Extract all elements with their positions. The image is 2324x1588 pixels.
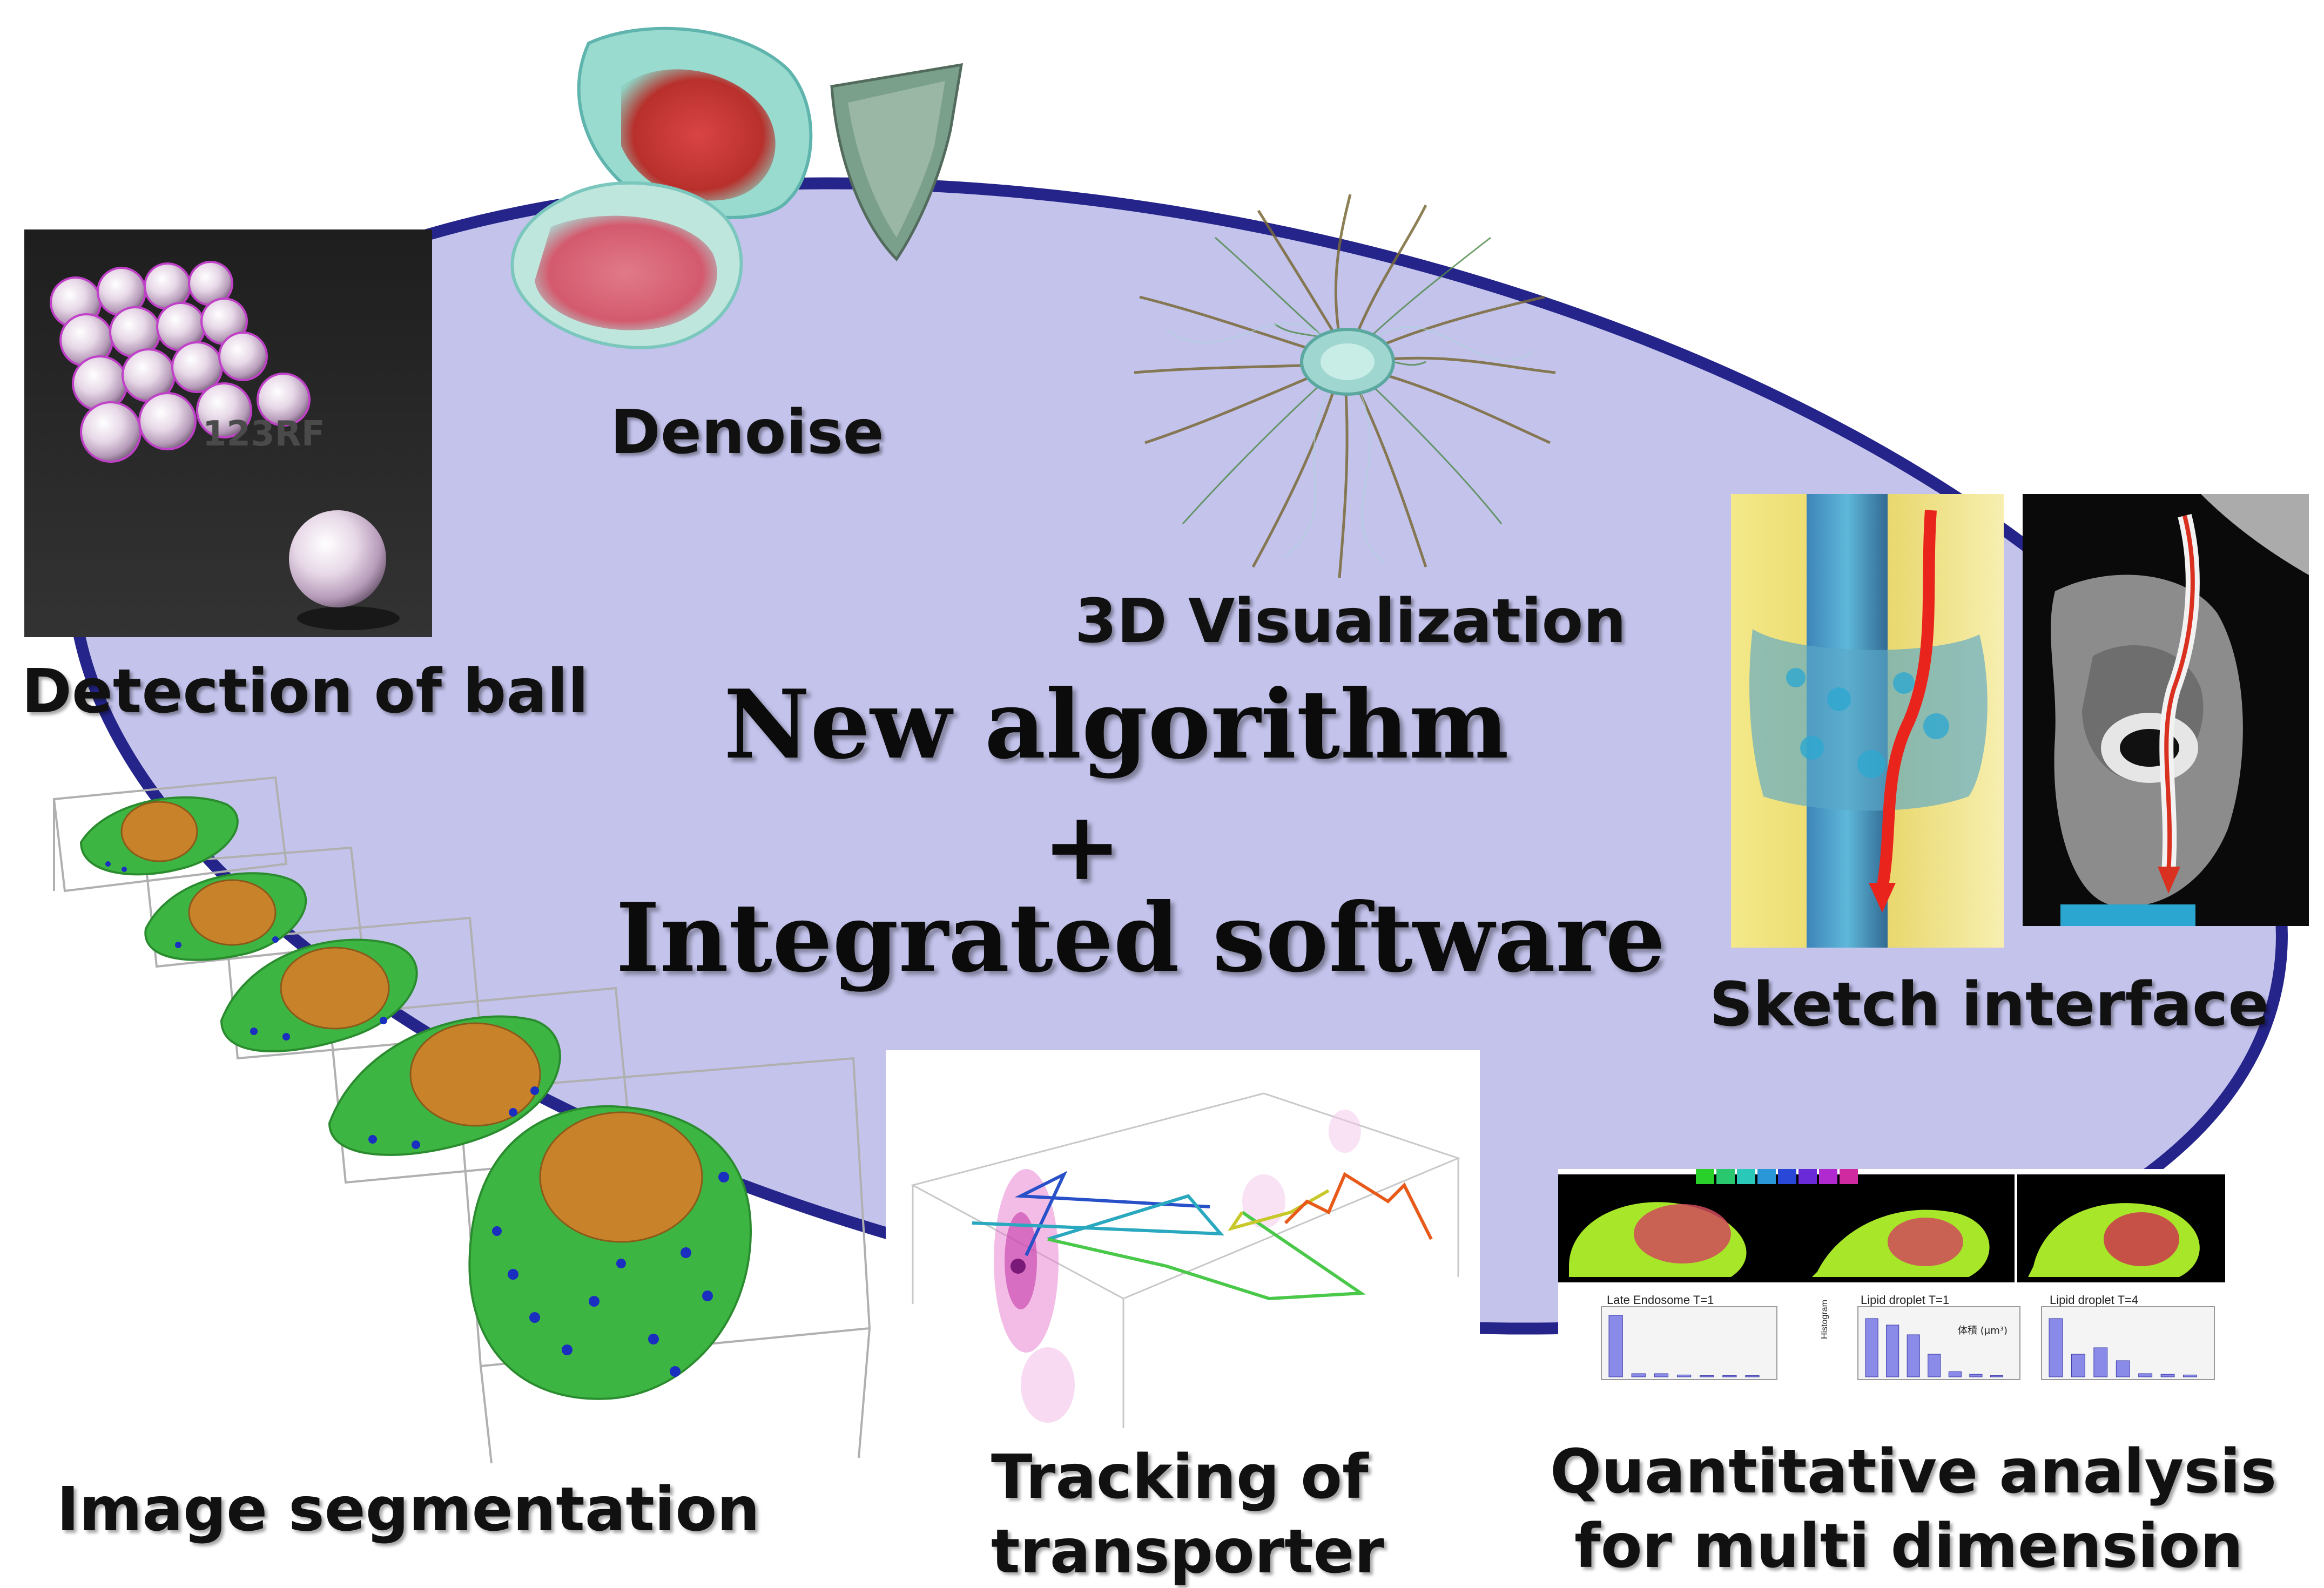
segmentation-image [49, 767, 875, 1469]
quant-chart1-bar [1722, 1375, 1737, 1377]
tracking-label-line1: Tracking of [991, 1442, 1369, 1512]
center-title-line1: New algorithm [724, 670, 1509, 780]
quant-chart2-bar [1886, 1325, 1899, 1377]
quant-chart3-title: Lipid droplet T=4 [2050, 1293, 2139, 1307]
quant-chart2-bar [1865, 1318, 1878, 1377]
quant-chart3-bar [2138, 1373, 2153, 1377]
sketch-ct-image [2023, 494, 2309, 926]
quant-chart2-bar [1969, 1374, 1983, 1377]
quant-chart1-bar [1676, 1374, 1692, 1377]
tracking-label-line2: transporter [991, 1517, 1384, 1587]
quant-chart1-bar [1631, 1373, 1646, 1377]
center-plus: + [1042, 791, 1122, 902]
denoise-label: Denoise [610, 397, 884, 468]
denoise-image [486, 22, 972, 367]
quant-chart3-bar [2049, 1318, 2063, 1377]
quant-legend-text: 体積 (μm³) [1958, 1325, 2008, 1336]
visualization-image [1123, 189, 1566, 589]
quant-label-line2: for multi dimension [1574, 1511, 2244, 1582]
quant-chart3-bar [2093, 1347, 2108, 1377]
quant-chart3-bar [2071, 1354, 2085, 1377]
quant-chart2-bar [1990, 1375, 2004, 1377]
quant-chart2-bar [1928, 1354, 1941, 1377]
sketch-vessel-image [1731, 494, 2004, 948]
quant-chart1-title: Late Endosome T=1 [1607, 1293, 1714, 1307]
quant-chart1-bar [1608, 1315, 1623, 1377]
quant-chart1-bar [1654, 1373, 1669, 1377]
quant-chart1-bar [1700, 1375, 1714, 1377]
quant-analysis-panel [1558, 1169, 2225, 1393]
quant-chart2-bar [1907, 1334, 1920, 1377]
center-title-line2: Integrated software [616, 883, 1666, 994]
detection-ball-image: 123RF [24, 229, 432, 637]
quant-chart2-title: Lipid droplet T=1 [1861, 1293, 1950, 1307]
detection-label: Detection of ball [22, 657, 589, 727]
quant-chart3-bar [2116, 1360, 2130, 1377]
quant-chart3-bar [2160, 1374, 2175, 1377]
sketch-label: Sketch interface [1709, 970, 2269, 1040]
quant-chart2-bar [1948, 1371, 1962, 1377]
visualization-label: 3D Visualization [1075, 586, 1627, 657]
quant-label-line1: Quantitative analysis [1550, 1437, 2277, 1507]
quant-chart1-bar [1745, 1375, 1760, 1377]
svg-text:123RF: 123RF [203, 414, 325, 454]
quant-chart3-bar [2183, 1374, 2197, 1377]
quant-y-axis-label: Histogram [1820, 1300, 1829, 1339]
segmentation-label: Image segmentation [57, 1475, 760, 1545]
tracking-image [886, 1050, 1480, 1439]
